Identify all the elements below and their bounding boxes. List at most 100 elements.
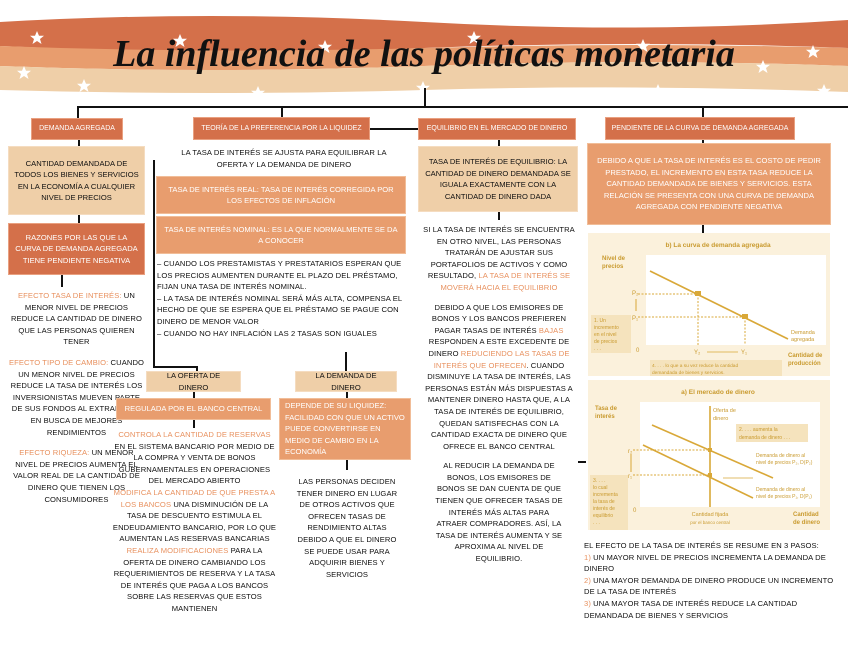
axis-note: Cantidad fijada <box>692 512 730 518</box>
aggregate-demand-chart: b) La curva de demanda agregada Nivel de… <box>588 233 830 376</box>
aggregate-demand-definition: Cantidad demandada de todos los bienes y… <box>8 146 145 215</box>
note-2: demanda de dinero . . . <box>739 435 790 441</box>
bullet: – La tasa de interés nominal será más al… <box>157 293 402 326</box>
connector <box>346 460 348 470</box>
wealth-effect: Efecto riqueza: un menor nivel de precio… <box>8 447 145 505</box>
aggregate-demand-header: Demanda agregada <box>31 118 123 140</box>
paragraph-text: . Cuando disminuye la tasa de interés, l… <box>425 360 573 451</box>
connector <box>281 106 283 118</box>
svg-text:equilibrio: equilibrio <box>593 513 613 519</box>
money-demand-text: Las personas deciden tener dinero en lug… <box>296 477 398 579</box>
connector <box>61 275 63 287</box>
connector <box>193 420 195 428</box>
x-axis-label: producción <box>788 361 821 367</box>
equilibrium-adjustment: Si la tasa de interés se encuentra en ot… <box>421 224 577 294</box>
money-demand-p1 <box>642 444 754 499</box>
note-2: 2. . . . aumenta la <box>739 427 778 433</box>
money-supply-tools: Controla la cantidad de reservas en el s… <box>112 429 277 615</box>
svg-text:. . .: . . . <box>593 520 600 526</box>
connector <box>77 106 848 108</box>
effects-list: Efecto tasa de interés: un menor nivel d… <box>8 290 145 505</box>
step-number: 1) <box>584 552 591 562</box>
svg-text:la tasa de: la tasa de <box>593 499 615 505</box>
money-market-chart: a) El mercado de dinero Tasa de interés … <box>588 380 830 530</box>
svg-text:lo cual: lo cual <box>593 485 607 491</box>
negative-slope-reasons: Razones por las que la curva de demanda … <box>8 223 145 275</box>
note-3: 3. . . . lo cual incrementa la tasa de i… <box>593 478 618 526</box>
tick-label: Y₂ <box>694 350 701 356</box>
connector <box>196 366 198 372</box>
tool-label: Modifica la cantidad de que presta a los… <box>113 487 276 509</box>
chart-title: b) La curva de demanda agregada <box>665 242 771 249</box>
summary-intro: El efecto de la tasa de interés se resum… <box>584 541 819 550</box>
step-text: una mayor tasa de interés reduce la cant… <box>584 598 798 620</box>
x-axis-label: de dinero <box>793 520 820 526</box>
tick-label: Y₁ <box>741 350 747 356</box>
step-number: 3) <box>584 598 591 608</box>
connector <box>346 392 348 398</box>
connector <box>578 461 586 463</box>
connector <box>77 106 79 118</box>
ad-curve <box>649 270 789 340</box>
connector <box>424 88 426 108</box>
money-supply-title: La oferta de dinero <box>146 371 241 392</box>
connector <box>370 128 418 130</box>
tick-label: 0 <box>633 508 637 514</box>
ad-slope-explanation: Debido a que la tasa de interés es el co… <box>587 143 831 225</box>
money-market-header: Equilibrio en el mercado de dinero <box>418 118 576 140</box>
point <box>742 314 748 319</box>
interest-rate-effect: Efecto tasa de interés: un menor nivel d… <box>8 290 145 348</box>
connector <box>498 140 500 146</box>
excess-money-paragraph: Debido a que los emisores de bonos y los… <box>421 302 577 453</box>
y-axis-label: Nivel de <box>602 256 626 262</box>
tool-requirements: Realiza modificaciones para la oferta de… <box>112 545 277 615</box>
curve-label: dinero <box>713 416 728 422</box>
interest-rate-summary: El efecto de la tasa de interés se resum… <box>584 540 844 621</box>
effect-text: cuando un menor nivel de precios reduce … <box>10 357 145 437</box>
tick-label: P₂ <box>632 291 639 297</box>
bond-demand-paragraph: Al reducir la demanda de bonos, los emis… <box>435 461 563 564</box>
x-axis-label: Cantidad <box>793 512 819 518</box>
svg-text:de precios: de precios <box>594 339 618 345</box>
effect-label: Efecto tasa de interés: <box>18 291 122 300</box>
svg-text:3. . . .: 3. . . . <box>593 478 606 484</box>
note-1: 1. Un incremento en el nivel de precios … <box>594 318 619 352</box>
nominal-rate-box: Tasa de interés nominal: es la que norma… <box>156 216 406 254</box>
tool-text: en el sistema bancario por medio de la c… <box>114 441 275 486</box>
central-bank-box: Regulada por el banco central <box>116 398 271 420</box>
svg-text:incrementa: incrementa <box>593 492 618 498</box>
liquidity-preference-intro: La tasa de interés se ajusta para equili… <box>181 148 387 169</box>
summary-step: 1) un mayor nivel de precios incrementa … <box>584 552 844 575</box>
tick-label: 0 <box>636 348 640 354</box>
y-axis-label: Tasa de <box>595 406 618 412</box>
connector <box>702 140 704 144</box>
svg-text:en el nivel: en el nivel <box>594 332 617 338</box>
equilibrium-paragraphs: Si la tasa de interés se encuentra en ot… <box>421 224 577 565</box>
point <box>695 291 701 296</box>
curve-label: nivel de precios P₂, D(P₂) <box>756 460 813 466</box>
money-demand-title: La demanda de dinero <box>295 371 397 392</box>
tick-label: P₁ <box>632 316 638 322</box>
curve-label: agregada <box>791 337 815 343</box>
effect-label: Efecto riqueza: <box>19 448 90 458</box>
svg-text:incremento: incremento <box>594 325 619 331</box>
connector <box>153 160 155 368</box>
liquidity-box: Depende de su liquidez: facilidad con qu… <box>279 398 411 460</box>
note-4: 4. . . . lo que a su vez reduce la canti… <box>652 363 738 376</box>
connector <box>702 225 704 233</box>
svg-text:4. . . . lo que a su vez reduc: 4. . . . lo que a su vez reduce la canti… <box>652 363 738 369</box>
svg-text:interés de: interés de <box>593 506 615 512</box>
tool-reserves: Controla la cantidad de reservas en el s… <box>112 429 277 487</box>
liquidity-preference-header: Teoría de la preferencia por la liquidez <box>193 117 370 140</box>
curve-label: nivel de precios P₁, D(P₁) <box>756 494 812 500</box>
bullet: – Cuando los prestamistas y prestatarios… <box>157 259 402 292</box>
page-title: La influencia de las políticas monetaria <box>113 33 735 75</box>
y-axis-label: interés <box>595 414 615 420</box>
paragraph-highlight: reduciendo las tasas de interés que ofre… <box>433 348 570 370</box>
exchange-rate-effect: Efecto tipo de cambio: cuando un menor n… <box>8 357 145 438</box>
tool-label: Realiza modificaciones <box>126 545 229 555</box>
banner-waves <box>0 16 848 99</box>
connector <box>345 352 347 372</box>
axis-note: por el banco central <box>690 520 730 525</box>
svg-text:demandada de bienes y servicio: demandada de bienes y servicios. <box>652 370 725 376</box>
